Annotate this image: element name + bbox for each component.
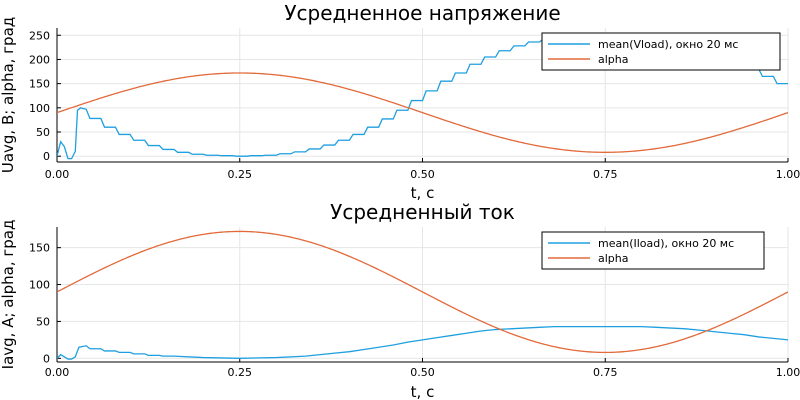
chart-title: Усредненное напряжение (284, 1, 560, 25)
y-axis-label: Iavg, А; alpha, град (0, 220, 17, 370)
chart-2: 0.00 0.25 0.50 0.75 1.00 0 50 100 150 Усредненный… (0, 200, 800, 400)
chart-1: 0.00 0.25 0.50 0.75 1.00 0 50 100 150 200 250 Усред… (0, 1, 800, 202)
legend-box (541, 231, 765, 270)
legend: mean(Vload), окно 20 мс alpha (541, 32, 781, 71)
x-tick-label: 0.50 (410, 168, 435, 181)
series-line-alpha (57, 72, 788, 153)
legend: mean(Iload), окно 20 мс alpha (541, 231, 765, 270)
x-tick-label: 0.75 (593, 168, 618, 181)
y-tick-label: 100 (29, 279, 50, 292)
y-tick-label: 200 (29, 53, 50, 66)
x-tick-label: 0.25 (228, 168, 253, 181)
x-tick-label: 1.00 (776, 366, 800, 379)
series-line-mean (57, 325, 788, 360)
legend-entry: mean(Vload), окно 20 мс (598, 38, 738, 51)
y-tick-label: 100 (29, 102, 50, 115)
legend-entry: mean(Iload), окно 20 мс (598, 237, 734, 250)
x-tick-label: 0.50 (410, 366, 435, 379)
x-tick-label: 0.25 (228, 366, 253, 379)
y-tick-label: 0 (43, 352, 50, 365)
x-axis-label: t, c (411, 383, 435, 400)
series-line-alpha (57, 230, 788, 354)
y-tick-label: 150 (29, 242, 50, 255)
x-tick-label: 1.00 (776, 168, 800, 181)
y-axis-label: Uavg, В; alpha, град (0, 17, 17, 173)
x-tick-label: 0.75 (593, 366, 618, 379)
legend-entry: alpha (598, 53, 629, 66)
chart-title: Усредненный ток (330, 200, 515, 224)
y-tick-label: 150 (29, 78, 50, 91)
y-tick-label: 250 (29, 29, 50, 42)
x-tick-label: 0.00 (45, 366, 70, 379)
legend-box (541, 32, 781, 71)
y-tick-label: 50 (36, 126, 50, 139)
x-tick-label: 0.00 (45, 168, 70, 181)
x-axis-label: t, c (411, 184, 435, 202)
y-tick-label: 50 (36, 315, 50, 328)
legend-entry: alpha (598, 252, 629, 265)
y-tick-label: 0 (43, 150, 50, 163)
